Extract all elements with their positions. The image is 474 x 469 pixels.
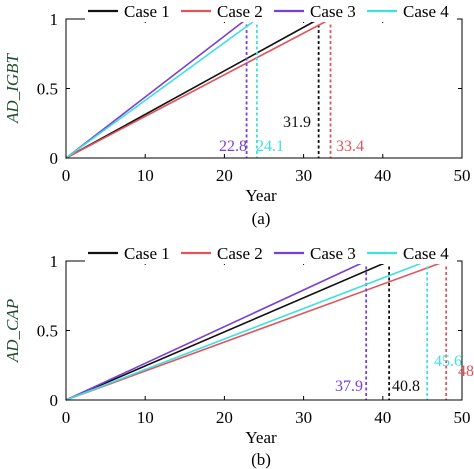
y-axis-label: AD_CAP [3, 299, 22, 363]
legend-entry: Case 4 [403, 2, 449, 21]
series-line [65, 18, 258, 159]
series-line [65, 18, 331, 159]
y-axis-label: AD_IGBT [3, 52, 22, 123]
series-line [65, 260, 447, 401]
x-tick-label: 30 [295, 166, 312, 185]
data-label: 33.4 [336, 138, 364, 155]
chart-panel-b: 0 10 20 30 40 50 0 0.5 1 Year AD_CAP (b) Case 1 Case … [3, 242, 474, 469]
x-axis-label: Year [245, 428, 277, 447]
legend-entry: Case 2 [217, 244, 263, 263]
x-tick-label: 20 [216, 166, 233, 185]
x-tick-label: 0 [62, 166, 71, 185]
series-line [65, 260, 390, 401]
y-tick-label: 1 [50, 10, 59, 29]
legend-entry: Case 1 [124, 244, 170, 263]
y-tick-label: 0 [50, 149, 59, 168]
y-tick-label: 0 [50, 391, 59, 410]
x-tick-label: 20 [216, 408, 233, 427]
x-tick-label: 30 [295, 408, 312, 427]
legend-box [85, 0, 457, 22]
data-label: 45.6 [434, 353, 462, 370]
series-line [65, 260, 428, 401]
x-tick-label: 10 [137, 166, 154, 185]
x-tick-label: 0 [62, 408, 71, 427]
x-axis-label: Year [245, 186, 277, 205]
series-line [65, 18, 248, 159]
data-label: 22.8 [219, 138, 247, 155]
legend-entry: Case 2 [217, 2, 263, 21]
x-tick-label: 40 [374, 408, 391, 427]
legend-box [85, 242, 457, 264]
data-label: 48 [458, 363, 474, 380]
data-label: 37.9 [335, 378, 363, 395]
y-tick-label: 0.5 [37, 322, 58, 341]
x-tick-label: 10 [137, 408, 154, 427]
legend-entry: Case 1 [124, 2, 170, 21]
data-label: 40.8 [392, 378, 420, 395]
series-line [65, 18, 320, 159]
x-tick-label: 50 [454, 408, 471, 427]
legend-entry: Case 3 [310, 244, 356, 263]
chart-panel-a: 0 10 20 30 40 50 0 0.5 1 Year AD_IGBT (a) Case 1 Case… [3, 0, 471, 228]
y-tick-label: 0.5 [37, 80, 58, 99]
x-tick-label: 40 [374, 166, 391, 185]
legend-entry: Case 3 [310, 2, 356, 21]
panel-label: (a) [252, 209, 271, 228]
x-tick-label: 50 [454, 166, 471, 185]
data-label: 31.9 [283, 114, 311, 131]
legend-entry: Case 4 [403, 244, 449, 263]
panel-label: (b) [251, 450, 271, 469]
y-tick-label: 1 [50, 252, 59, 271]
data-label: 24.1 [256, 138, 284, 155]
series-line [65, 260, 367, 401]
